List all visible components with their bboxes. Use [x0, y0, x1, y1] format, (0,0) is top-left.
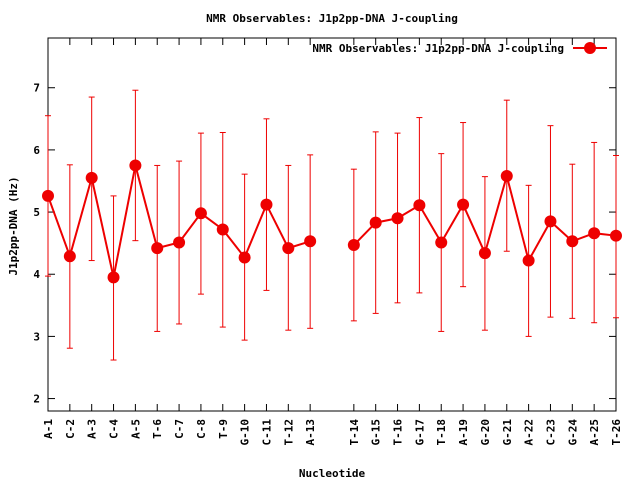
- x-tick-label: A-13: [304, 419, 317, 446]
- x-tick-label: C-8: [195, 419, 208, 439]
- y-tick-label: 3: [33, 330, 40, 343]
- y-axis-label: J1p2pp-DNA (Hz): [7, 176, 20, 275]
- x-tick-label: A-5: [129, 419, 142, 439]
- x-tick-label: T-12: [282, 419, 295, 446]
- x-tick-label: C-2: [64, 419, 77, 439]
- y-tick-label: 6: [33, 144, 40, 157]
- x-tick-label: G-21: [501, 419, 514, 446]
- data-point: [478, 247, 491, 260]
- data-point: [610, 229, 622, 242]
- plot-frame: [47, 37, 617, 412]
- data-point: [435, 236, 448, 249]
- chart-title: NMR Observables: J1p2pp-DNA J-coupling: [206, 12, 458, 25]
- x-tick-label: T-9: [217, 419, 230, 439]
- x-tick-label: A-25: [588, 419, 601, 446]
- data-point: [413, 199, 426, 212]
- y-tick-label: 2: [33, 393, 40, 406]
- data-point: [522, 254, 535, 267]
- x-tick-label: C-11: [260, 419, 273, 446]
- data-point: [457, 198, 470, 211]
- x-tick-label: G-15: [370, 419, 383, 446]
- x-tick-label: C-7: [173, 419, 186, 439]
- legend-label: NMR Observables: J1p2pp-DNA J-coupling: [312, 42, 564, 55]
- data-point: [151, 242, 164, 255]
- data-point: [500, 170, 513, 183]
- x-tick-label: T-18: [435, 419, 448, 446]
- data-point: [260, 198, 273, 211]
- x-tick-label: G-17: [413, 419, 426, 446]
- x-tick-label: C-4: [108, 419, 121, 439]
- data-point: [544, 215, 557, 228]
- x-tick-label: T-6: [151, 419, 164, 439]
- y-axis: 2 3 4 5 6 7: [33, 82, 616, 406]
- legend-marker: [584, 42, 596, 54]
- data-point: [129, 159, 142, 172]
- data-point: [85, 171, 98, 184]
- series-points: [42, 159, 622, 284]
- x-tick-label: A-1: [42, 419, 55, 439]
- x-tick-label: G-24: [566, 419, 579, 446]
- x-tick-label: A-19: [457, 419, 470, 446]
- x-tick-label: A-3: [86, 419, 99, 439]
- data-point: [347, 239, 360, 252]
- data-point: [194, 207, 207, 220]
- y-tick-label: 7: [33, 82, 40, 95]
- data-point: [282, 242, 295, 255]
- data-point: [63, 250, 76, 263]
- x-tick-label: T-14: [348, 419, 361, 446]
- data-point: [216, 223, 229, 236]
- x-tick-label: T-26: [610, 419, 623, 446]
- x-axis: A-1 C-2 A-3 C-4 A-5 T-6 C-7 C-8 T-9 G-10 C-11 T-12 A…: [42, 38, 623, 446]
- error-bars: [45, 89, 619, 361]
- data-point: [107, 271, 120, 284]
- data-point: [369, 216, 382, 229]
- x-tick-label: A-22: [523, 419, 536, 446]
- data-point: [391, 212, 404, 225]
- data-point: [42, 189, 54, 202]
- x-axis-label: Nucleotide: [299, 467, 366, 480]
- y-tick-label: 5: [33, 206, 40, 219]
- x-tick-label: T-16: [392, 419, 405, 446]
- x-tick-label: C-23: [544, 419, 557, 446]
- x-tick-label: G-10: [239, 419, 252, 446]
- data-point: [304, 235, 317, 248]
- data-point: [173, 236, 186, 249]
- y-tick-label: 4: [33, 268, 40, 281]
- data-point: [238, 251, 251, 264]
- data-point: [588, 227, 601, 240]
- legend: NMR Observables: J1p2pp-DNA J-coupling: [312, 42, 607, 55]
- data-point: [566, 235, 579, 248]
- x-tick-label: G-20: [479, 419, 492, 446]
